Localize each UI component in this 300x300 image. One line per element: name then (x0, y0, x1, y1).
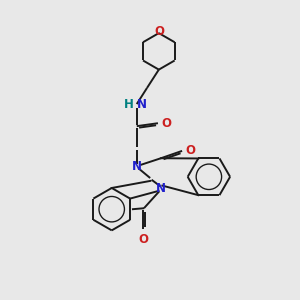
Text: N: N (156, 182, 166, 195)
Text: N: N (137, 98, 147, 111)
Text: O: O (138, 233, 148, 246)
Text: H: H (124, 98, 134, 111)
Text: O: O (186, 144, 196, 158)
Text: O: O (154, 25, 164, 38)
Text: N: N (132, 160, 142, 173)
Text: O: O (161, 117, 172, 130)
